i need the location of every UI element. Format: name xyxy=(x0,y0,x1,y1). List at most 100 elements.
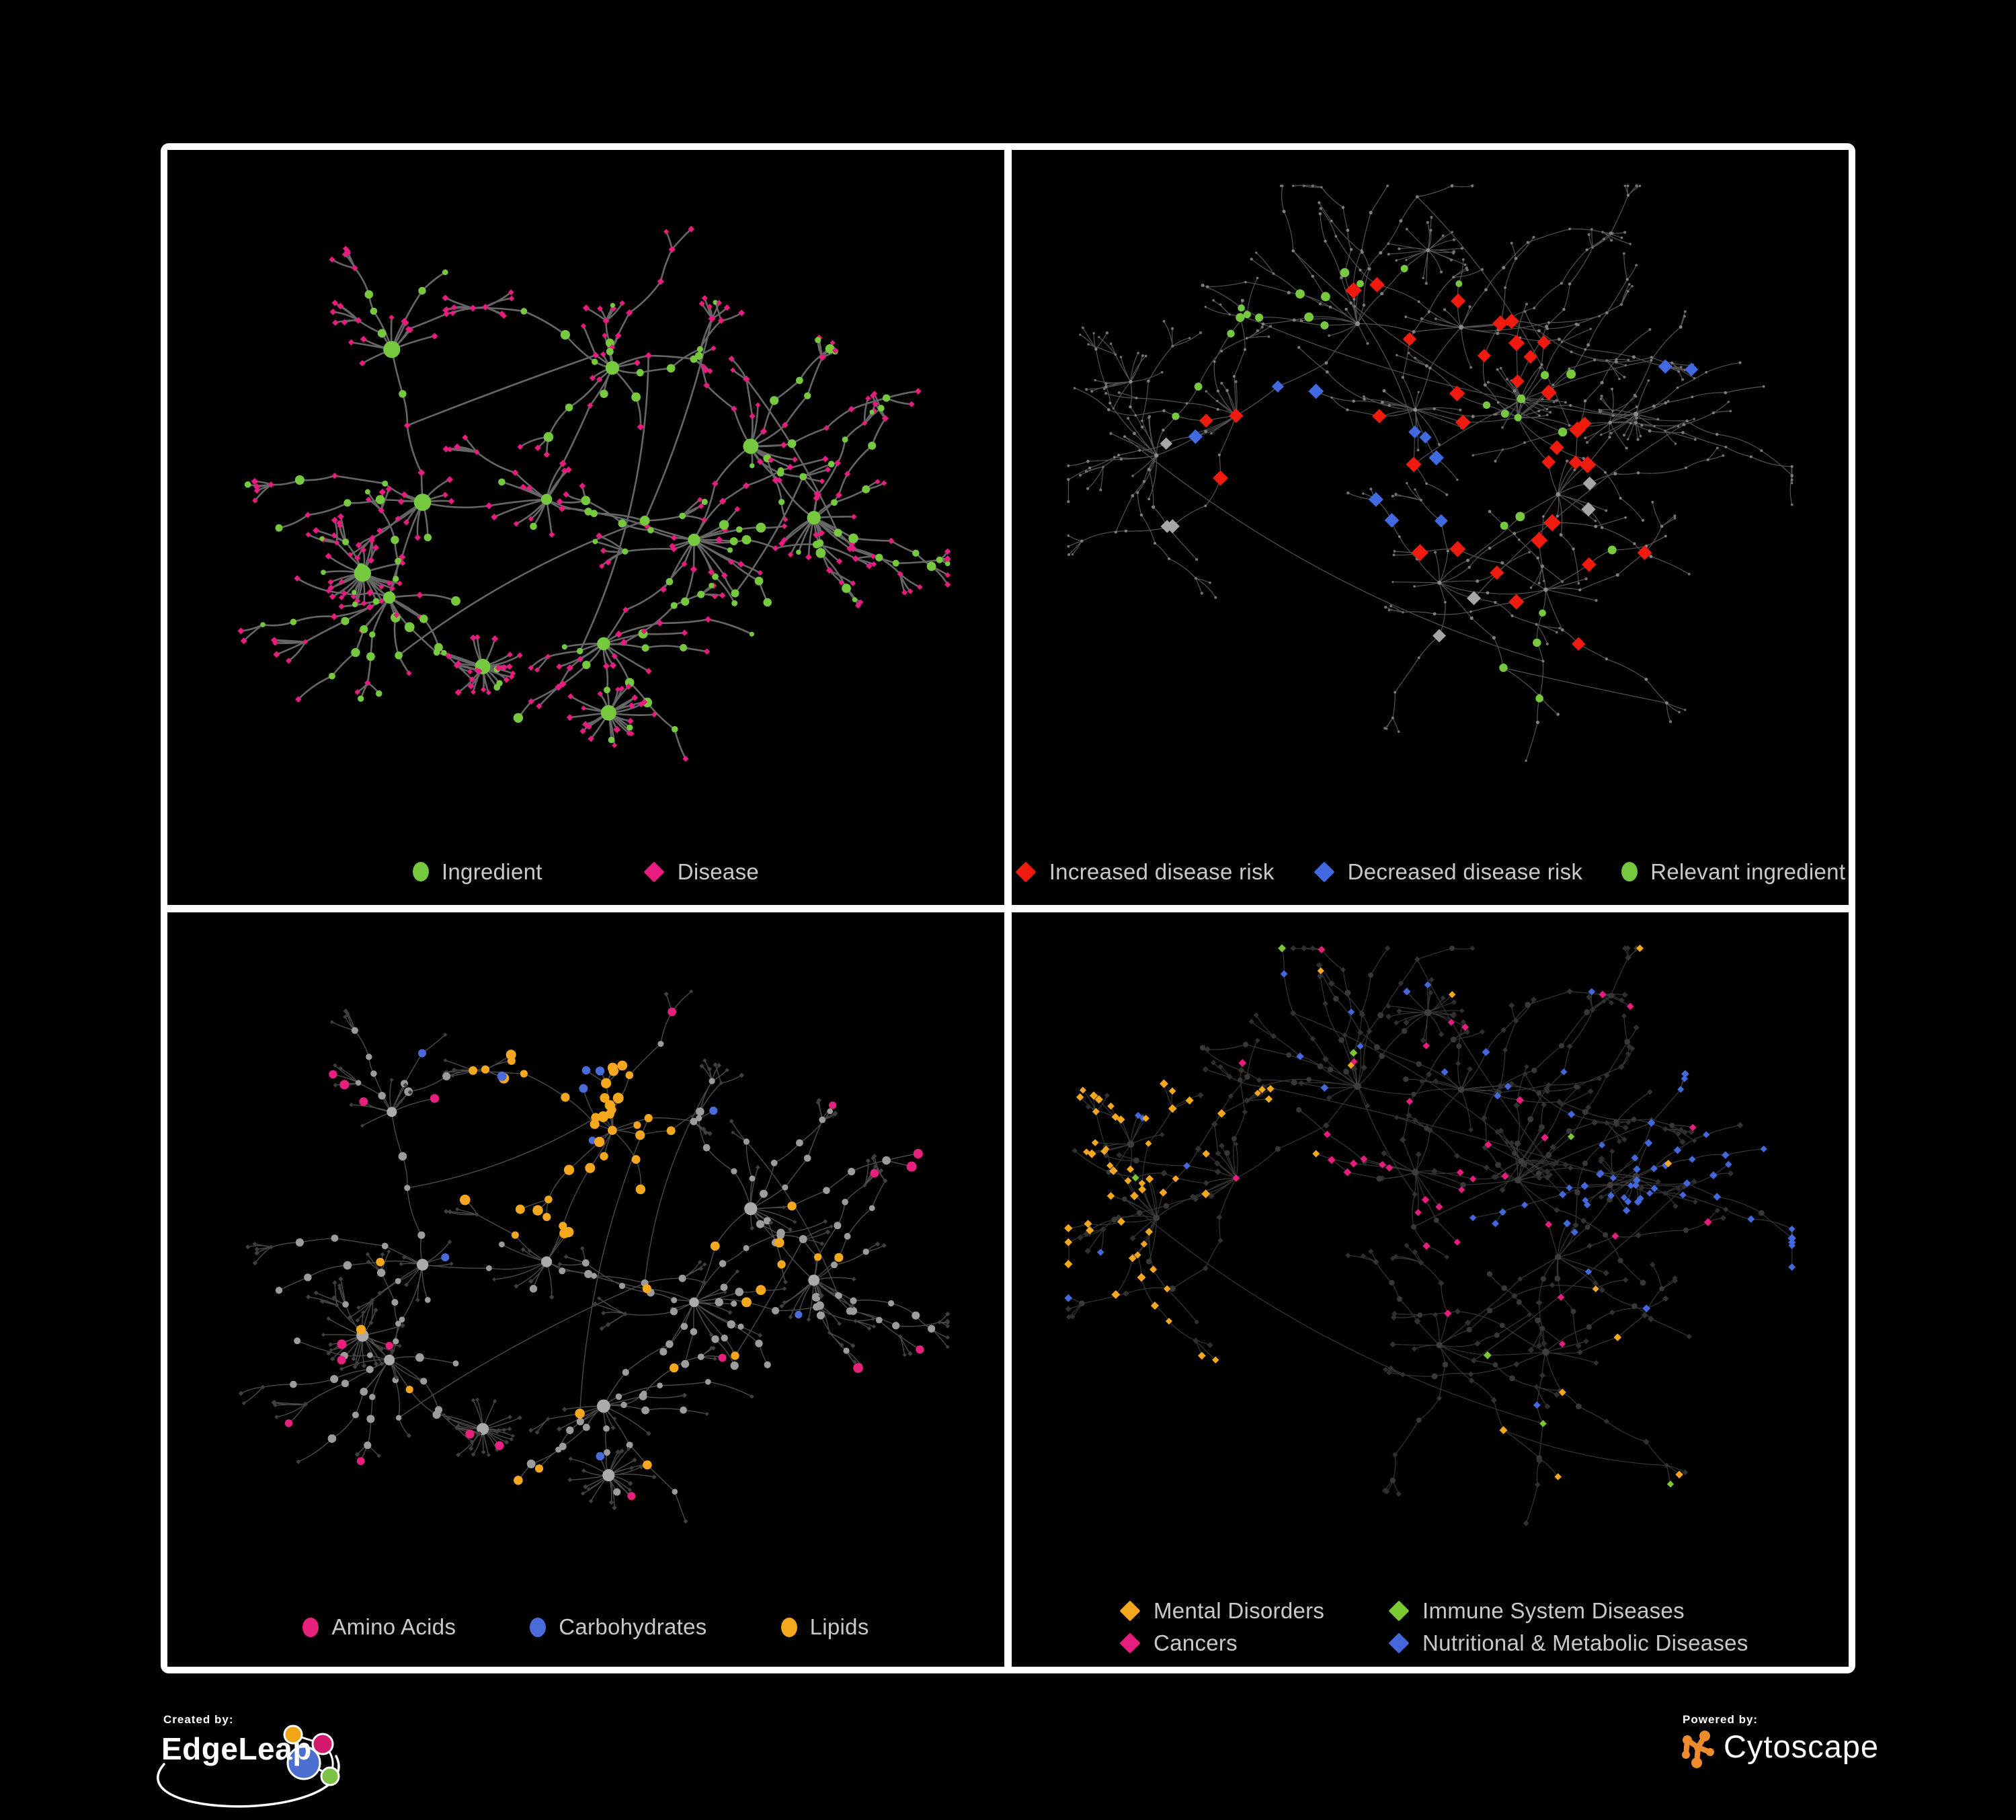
network-node xyxy=(681,1359,690,1368)
network-node xyxy=(1636,471,1640,475)
legend-item-cancers: Cancers xyxy=(1119,1630,1388,1655)
network-node xyxy=(1629,422,1632,425)
network-node xyxy=(1551,1161,1557,1167)
network-node xyxy=(1605,311,1609,315)
network-node xyxy=(406,1433,412,1438)
network-node xyxy=(699,1063,704,1068)
network-node xyxy=(469,634,477,641)
network-node xyxy=(1494,600,1497,604)
network-node xyxy=(1603,1072,1611,1078)
network-node xyxy=(834,1253,844,1262)
network-node xyxy=(1644,678,1648,681)
network-node xyxy=(338,1276,344,1281)
network-node xyxy=(1705,370,1707,374)
network-node xyxy=(1067,535,1070,537)
network-node xyxy=(1131,494,1135,498)
network-node xyxy=(416,592,424,599)
network-node xyxy=(690,565,698,573)
network-node xyxy=(1108,401,1112,405)
network-node xyxy=(1089,1091,1098,1100)
network-node xyxy=(906,1161,917,1172)
network-node xyxy=(1454,1308,1461,1314)
network-node xyxy=(395,651,403,660)
network-node xyxy=(1417,656,1420,660)
network-node xyxy=(566,1426,574,1434)
network-node xyxy=(1541,385,1557,401)
network-node xyxy=(852,597,858,602)
network-node xyxy=(403,422,411,429)
network-node xyxy=(635,1184,646,1194)
network-node xyxy=(639,1464,644,1469)
network-node xyxy=(1384,945,1391,951)
network-node xyxy=(1320,1083,1329,1092)
network-node xyxy=(1556,631,1558,634)
network-node xyxy=(434,643,443,652)
network-node xyxy=(917,584,923,590)
network-node xyxy=(1202,1066,1209,1072)
network-node xyxy=(515,1204,525,1214)
network-node xyxy=(1576,1349,1583,1355)
network-node xyxy=(1133,432,1136,436)
network-node xyxy=(1578,588,1582,592)
network-node xyxy=(1160,437,1172,450)
network-node xyxy=(1725,1160,1732,1168)
network-node xyxy=(1469,366,1472,369)
network-node xyxy=(1272,272,1275,275)
network-node xyxy=(252,498,258,504)
network-node xyxy=(1318,212,1322,216)
network-node xyxy=(493,684,501,691)
network-node xyxy=(1441,1068,1449,1076)
network-node xyxy=(378,584,385,590)
network-node xyxy=(1392,1452,1398,1458)
network-node xyxy=(337,523,343,529)
network-node xyxy=(352,1363,358,1370)
network-node xyxy=(1414,1208,1422,1216)
network-node xyxy=(1593,358,1597,362)
network-node xyxy=(582,721,589,728)
network-node xyxy=(486,1452,491,1457)
network-node xyxy=(326,1350,331,1355)
network-node xyxy=(351,1027,358,1034)
network-node xyxy=(485,690,491,696)
network-node xyxy=(1154,453,1159,458)
network-node xyxy=(1361,250,1364,254)
network-node xyxy=(1514,413,1522,422)
network-node xyxy=(827,1330,832,1335)
network-node xyxy=(1515,512,1525,522)
network-node xyxy=(1584,436,1587,440)
network-node xyxy=(1123,435,1126,438)
network-node xyxy=(1677,370,1681,373)
network-node xyxy=(352,601,358,608)
network-node xyxy=(1148,415,1152,418)
network-node xyxy=(1214,596,1217,599)
network-node xyxy=(1402,332,1417,346)
network-node xyxy=(503,1439,510,1445)
network-node xyxy=(348,339,355,346)
network-node xyxy=(1676,386,1679,389)
network-node xyxy=(1461,258,1465,261)
network-node xyxy=(619,685,625,692)
network-node xyxy=(1428,976,1435,983)
network-node xyxy=(1127,417,1130,420)
network-node xyxy=(1242,1109,1248,1115)
network-node xyxy=(567,693,574,700)
network-node xyxy=(1542,515,1545,518)
network-node xyxy=(727,1320,735,1329)
network-node xyxy=(1787,1233,1796,1242)
network-node xyxy=(580,323,587,329)
legend-circle-swatch xyxy=(412,862,429,881)
network-node xyxy=(327,584,335,591)
network-node xyxy=(274,1414,279,1419)
network-node xyxy=(758,1333,763,1338)
network-node xyxy=(498,311,506,317)
network-node xyxy=(1483,383,1487,387)
network-node xyxy=(1674,442,1677,445)
network-node xyxy=(1194,383,1203,391)
network-node xyxy=(723,304,731,311)
network-node xyxy=(592,1301,598,1306)
network-node xyxy=(1650,356,1653,359)
network-node xyxy=(387,1249,391,1253)
network-node xyxy=(689,989,694,994)
network-node xyxy=(1539,1372,1546,1378)
network-node xyxy=(375,495,385,504)
